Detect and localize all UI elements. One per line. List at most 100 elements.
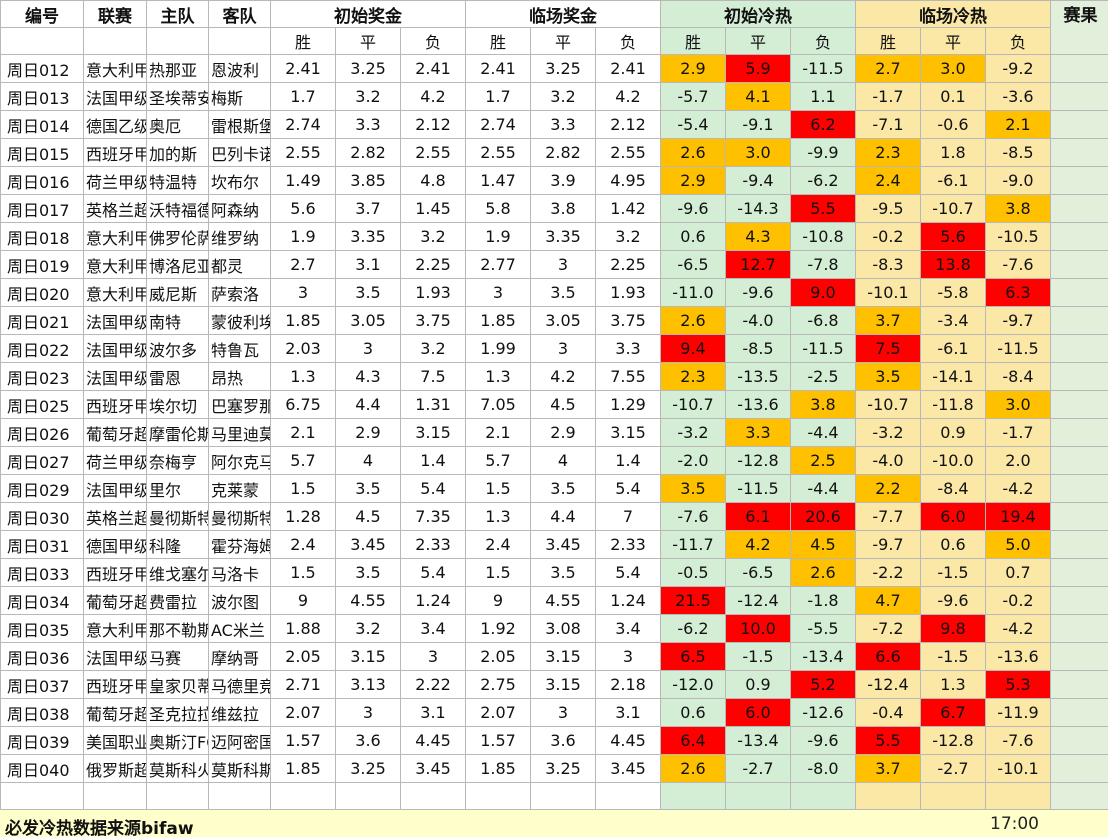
home-team-cell[interactable]: 圣克拉拉 — [147, 699, 209, 727]
init-heat-cell[interactable]: 6.0 — [726, 699, 791, 727]
live-heat-cell[interactable]: -0.2 — [986, 587, 1051, 615]
init-heat-cell[interactable]: 3.8 — [791, 391, 856, 419]
init-odds-cell[interactable]: 5.7 — [271, 447, 336, 475]
live-odds-cell[interactable]: 1.93 — [596, 279, 661, 307]
away-team-cell[interactable]: 霍芬海姆 — [209, 531, 271, 559]
init-heat-cell[interactable]: 0.6 — [661, 699, 726, 727]
live-heat-cell[interactable]: -10.7 — [921, 195, 986, 223]
away-team-cell[interactable]: 雷根斯堡 — [209, 111, 271, 139]
away-team-cell[interactable]: 巴塞罗那 — [209, 391, 271, 419]
live-odds-cell[interactable]: 2.75 — [466, 671, 531, 699]
live-odds-cell[interactable]: 3.25 — [531, 55, 596, 83]
init-odds-cell[interactable]: 3.1 — [336, 251, 401, 279]
live-heat-cell[interactable]: 7.5 — [856, 335, 921, 363]
init-heat-cell[interactable]: -2.0 — [661, 447, 726, 475]
init-odds-cell[interactable]: 2.03 — [271, 335, 336, 363]
subheader-cell[interactable]: 平 — [726, 28, 791, 55]
league-cell[interactable]: 意大利甲 — [84, 615, 147, 643]
live-odds-cell[interactable]: 2.18 — [596, 671, 661, 699]
result-cell[interactable] — [1051, 307, 1108, 335]
header-code[interactable]: 编号 — [1, 1, 84, 28]
init-heat-cell[interactable]: -9.9 — [791, 139, 856, 167]
away-team-cell[interactable]: 梅斯 — [209, 83, 271, 111]
live-odds-cell[interactable]: 2.55 — [466, 139, 531, 167]
live-odds-cell[interactable]: 4.2 — [596, 83, 661, 111]
init-odds-cell[interactable]: 3.15 — [336, 643, 401, 671]
result-cell[interactable] — [1051, 587, 1108, 615]
home-team-cell[interactable]: 奥斯汀FC — [147, 727, 209, 755]
init-odds-cell[interactable]: 2.4 — [271, 531, 336, 559]
home-team-cell[interactable]: 威尼斯 — [147, 279, 209, 307]
init-heat-cell[interactable]: -0.5 — [661, 559, 726, 587]
league-cell[interactable]: 英格兰超 — [84, 503, 147, 531]
away-team-cell[interactable]: 马德里竞技 — [209, 671, 271, 699]
init-heat-cell[interactable]: 6.2 — [791, 111, 856, 139]
init-heat-cell[interactable]: -13.5 — [726, 363, 791, 391]
init-heat-cell[interactable]: 4.1 — [726, 83, 791, 111]
init-heat-cell[interactable]: 2.9 — [661, 55, 726, 83]
live-heat-cell[interactable]: 9.8 — [921, 615, 986, 643]
empty-cell[interactable] — [791, 783, 856, 811]
live-odds-cell[interactable]: 1.5 — [466, 559, 531, 587]
live-odds-cell[interactable]: 3.15 — [531, 643, 596, 671]
empty-cell[interactable] — [986, 783, 1051, 811]
subheader-cell[interactable]: 负 — [986, 28, 1051, 55]
live-odds-cell[interactable]: 5.8 — [466, 195, 531, 223]
init-odds-cell[interactable]: 5.4 — [401, 559, 466, 587]
live-odds-cell[interactable]: 2.12 — [596, 111, 661, 139]
init-odds-cell[interactable]: 3.75 — [401, 307, 466, 335]
live-odds-cell[interactable]: 2.1 — [466, 419, 531, 447]
away-team-cell[interactable]: 克莱蒙 — [209, 475, 271, 503]
init-odds-cell[interactable]: 2.55 — [271, 139, 336, 167]
live-heat-cell[interactable]: -10.5 — [986, 223, 1051, 251]
live-heat-cell[interactable]: -3.6 — [986, 83, 1051, 111]
result-cell[interactable] — [1051, 447, 1108, 475]
away-team-cell[interactable]: 蒙彼利埃 — [209, 307, 271, 335]
init-heat-cell[interactable]: 2.3 — [661, 363, 726, 391]
init-heat-cell[interactable]: -12.4 — [726, 587, 791, 615]
empty-cell[interactable] — [84, 783, 147, 811]
init-odds-cell[interactable]: 1.28 — [271, 503, 336, 531]
empty-cell[interactable] — [209, 783, 271, 811]
init-odds-cell[interactable]: 3.13 — [336, 671, 401, 699]
league-cell[interactable]: 美国职业 — [84, 727, 147, 755]
live-heat-cell[interactable]: 5.6 — [921, 223, 986, 251]
away-team-cell[interactable]: 莫斯科斯巴达 — [209, 755, 271, 783]
init-heat-cell[interactable]: 4.5 — [791, 531, 856, 559]
init-heat-cell[interactable]: -6.5 — [661, 251, 726, 279]
init-heat-cell[interactable]: -9.6 — [661, 195, 726, 223]
init-odds-cell[interactable]: 1.85 — [271, 755, 336, 783]
init-odds-cell[interactable]: 4 — [336, 447, 401, 475]
subheader-cell[interactable]: 负 — [401, 28, 466, 55]
live-odds-cell[interactable]: 2.07 — [466, 699, 531, 727]
init-heat-cell[interactable]: -7.6 — [661, 503, 726, 531]
live-heat-cell[interactable]: -6.1 — [921, 335, 986, 363]
header-init-odds[interactable]: 初始奖金 — [271, 1, 466, 28]
result-cell[interactable] — [1051, 335, 1108, 363]
init-heat-cell[interactable]: 20.6 — [791, 503, 856, 531]
empty-cell[interactable] — [401, 783, 466, 811]
subheader-cell[interactable]: 胜 — [466, 28, 531, 55]
home-team-cell[interactable]: 科隆 — [147, 531, 209, 559]
init-odds-cell[interactable]: 5.6 — [271, 195, 336, 223]
init-odds-cell[interactable]: 2.9 — [336, 419, 401, 447]
league-cell[interactable]: 葡萄牙超 — [84, 699, 147, 727]
live-odds-cell[interactable]: 3.35 — [531, 223, 596, 251]
live-heat-cell[interactable]: -10.0 — [921, 447, 986, 475]
result-cell[interactable] — [1051, 503, 1108, 531]
live-odds-cell[interactable]: 9 — [466, 587, 531, 615]
league-cell[interactable]: 法国甲级 — [84, 363, 147, 391]
match-code-cell[interactable]: 周日029 — [1, 475, 84, 503]
match-code-cell[interactable]: 周日039 — [1, 727, 84, 755]
live-odds-cell[interactable]: 7.55 — [596, 363, 661, 391]
empty-cell[interactable] — [661, 783, 726, 811]
header-away[interactable]: 客队 — [209, 1, 271, 28]
subheader-cell[interactable]: 负 — [791, 28, 856, 55]
live-odds-cell[interactable]: 4.2 — [531, 363, 596, 391]
live-odds-cell[interactable]: 3 — [596, 643, 661, 671]
init-heat-cell[interactable]: -6.8 — [791, 307, 856, 335]
match-code-cell[interactable]: 周日025 — [1, 391, 84, 419]
init-odds-cell[interactable]: 3.5 — [336, 559, 401, 587]
live-heat-cell[interactable]: -4.0 — [856, 447, 921, 475]
live-heat-cell[interactable]: 19.4 — [986, 503, 1051, 531]
